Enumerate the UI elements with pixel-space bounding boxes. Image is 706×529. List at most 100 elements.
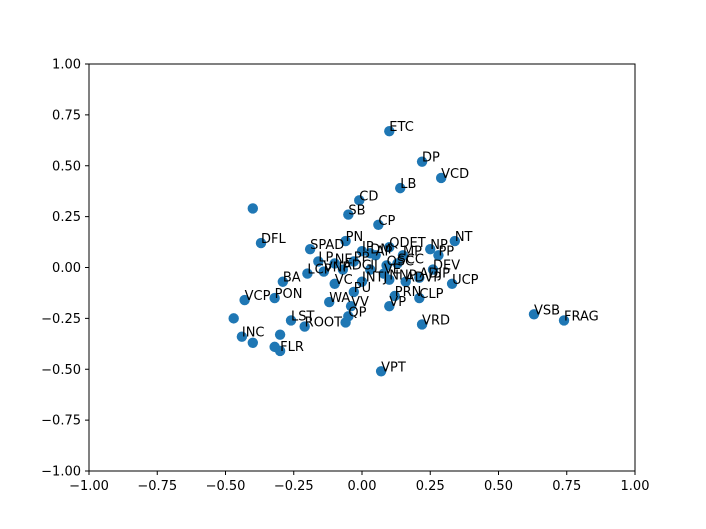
scatter-point bbox=[337, 264, 349, 275]
x-tick-label: 0.25 bbox=[416, 479, 445, 494]
scatter-point bbox=[384, 125, 395, 137]
point-label: CLP bbox=[419, 287, 443, 302]
point-label: PU bbox=[354, 281, 371, 296]
point-label: QDET bbox=[389, 236, 425, 251]
scatter-point bbox=[329, 278, 340, 289]
point-label: VNP bbox=[324, 261, 351, 276]
point-label: ADVP bbox=[406, 271, 442, 286]
point-label: DFL bbox=[261, 232, 286, 247]
point-label: VV bbox=[351, 295, 369, 310]
scatter-point bbox=[558, 315, 570, 326]
scatter-point bbox=[435, 172, 447, 184]
point-label: AP bbox=[376, 244, 393, 259]
scatter-point bbox=[299, 321, 310, 332]
point-label: NP bbox=[430, 238, 448, 253]
point-label: SCC bbox=[397, 252, 423, 267]
point-label: PRN bbox=[395, 285, 422, 300]
point-label: VRD bbox=[422, 313, 450, 328]
point-label: CD bbox=[359, 189, 378, 204]
scatter-point bbox=[348, 256, 360, 267]
scatter-point bbox=[324, 296, 335, 308]
point-label: VE bbox=[384, 263, 401, 278]
scatter-point bbox=[433, 250, 444, 261]
point-label: PON bbox=[275, 287, 303, 302]
scatter-point bbox=[384, 274, 395, 285]
scatter-point bbox=[340, 235, 351, 247]
scatter-point bbox=[414, 292, 425, 304]
scatter-point bbox=[228, 313, 239, 324]
point-label: INTJ bbox=[362, 271, 387, 286]
scatter-point bbox=[400, 276, 411, 287]
scatter-point bbox=[384, 300, 395, 312]
x-tick-label: 0.75 bbox=[552, 479, 581, 494]
scatter-point bbox=[392, 258, 403, 269]
scatter-point bbox=[255, 237, 267, 249]
scatter-point bbox=[329, 258, 340, 269]
scatter-point bbox=[345, 300, 357, 312]
scatter-point bbox=[356, 276, 368, 287]
x-tick-label: −1.00 bbox=[69, 479, 109, 494]
point-label: PP bbox=[354, 250, 370, 265]
y-tick-label: 0.50 bbox=[52, 159, 81, 174]
scatter-point bbox=[274, 329, 286, 340]
point-label: LST bbox=[291, 309, 314, 324]
scatter-point bbox=[236, 331, 248, 342]
x-tick-label: 1.00 bbox=[621, 479, 650, 494]
point-label: PP bbox=[438, 244, 454, 259]
point-label: VCD bbox=[441, 167, 469, 182]
scatter-point bbox=[528, 309, 540, 320]
y-tick-label: −0.50 bbox=[41, 363, 81, 378]
point-label: VCP bbox=[245, 289, 271, 304]
scatter-point bbox=[277, 276, 289, 287]
scatter-point bbox=[304, 243, 316, 255]
point-label: UCP bbox=[452, 273, 479, 288]
x-axis: −1.00 −0.75 −0.50 −0.25 0.00 0.25 0.50 0.75 1.00 bbox=[69, 471, 649, 494]
point-label: PN bbox=[346, 230, 364, 245]
point-label: NE bbox=[335, 252, 353, 267]
y-tick-label: 0.75 bbox=[52, 108, 81, 123]
scatter-point bbox=[247, 337, 258, 348]
scatter-point bbox=[384, 241, 395, 253]
scatter-point bbox=[416, 156, 428, 167]
x-tick-label: −0.50 bbox=[206, 479, 246, 494]
point-label: VSB bbox=[534, 303, 560, 318]
y-tick-label: 1.00 bbox=[52, 58, 81, 73]
point-label: FRAG bbox=[564, 309, 599, 324]
point-label: VC bbox=[335, 273, 353, 288]
point-label: FLR bbox=[280, 340, 304, 355]
scatter-point bbox=[239, 294, 250, 306]
point-label: LCP bbox=[307, 263, 331, 278]
scatter-point bbox=[397, 250, 409, 261]
point-label: INC bbox=[242, 326, 265, 341]
scatter-point bbox=[343, 209, 354, 220]
point-label: VPT bbox=[381, 360, 406, 375]
point-label: LP bbox=[318, 250, 333, 265]
point-label: VP bbox=[389, 295, 406, 310]
scatter-point bbox=[381, 260, 392, 271]
point-label: ADG bbox=[343, 259, 372, 274]
y-tick-label: 0.25 bbox=[52, 210, 81, 225]
scatter-point bbox=[389, 290, 400, 302]
point-label: IP bbox=[362, 240, 374, 255]
y-tick-label: −1.00 bbox=[41, 465, 81, 480]
scatter-point bbox=[375, 366, 387, 377]
scatter-point bbox=[318, 266, 329, 277]
scatter-point bbox=[427, 264, 439, 275]
point-label: WA bbox=[329, 291, 350, 306]
x-tick-label: −0.75 bbox=[137, 479, 177, 494]
point-label: BA bbox=[283, 271, 301, 286]
y-axis: −1.00 −0.75 −0.50 −0.25 0.00 0.25 0.50 0.75 1.00 bbox=[41, 58, 89, 480]
scatter-point bbox=[274, 345, 286, 357]
scatter-point bbox=[285, 315, 297, 326]
point-label: MP bbox=[403, 244, 422, 259]
point-label: NNP bbox=[389, 269, 416, 284]
point-label: ROOT bbox=[305, 316, 342, 331]
scatter-point bbox=[416, 319, 428, 330]
x-tick-label: 0.50 bbox=[484, 479, 513, 494]
scatter-point bbox=[364, 264, 376, 275]
point-label: OSC bbox=[387, 254, 415, 269]
scatter-point bbox=[414, 272, 425, 283]
scatter-point bbox=[449, 235, 461, 247]
point-label: IJ bbox=[370, 259, 378, 274]
x-tick-label: 0.00 bbox=[348, 479, 377, 494]
